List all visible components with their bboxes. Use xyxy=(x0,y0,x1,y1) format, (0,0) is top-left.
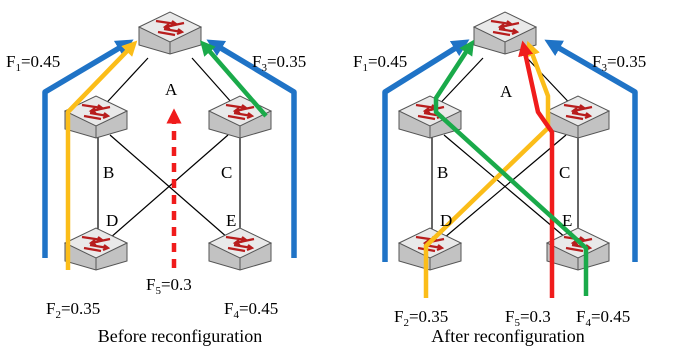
panel-before: A B C D E F1=0.45 F3=0.35 F2=0.35 F5=0.3… xyxy=(6,10,306,346)
node-label-e: E xyxy=(562,211,572,230)
flow-label-f1: F1=0.45 xyxy=(6,52,60,74)
switch-b-icon xyxy=(397,94,463,140)
flow-label-f5: F5=0.3 xyxy=(505,307,551,329)
switch-c-icon xyxy=(207,94,273,140)
node-label-d: D xyxy=(440,211,452,230)
switch-a-icon xyxy=(472,10,538,56)
switch-c-icon xyxy=(545,94,611,140)
switch-e-icon xyxy=(207,226,273,272)
flow-f2-arrow xyxy=(65,40,138,270)
node-label-a: A xyxy=(165,80,178,99)
caption-after: After reconfiguration xyxy=(431,326,584,346)
flow-label-f4: F4=0.45 xyxy=(224,299,278,321)
flow-label-f2: F2=0.35 xyxy=(394,307,448,329)
switch-d-icon xyxy=(397,226,463,272)
flow-f1-arrow xyxy=(42,39,134,258)
flow-f3-arrow xyxy=(199,40,268,118)
switch-e-icon xyxy=(545,226,611,272)
node-label-b: B xyxy=(437,163,448,182)
node-label-c: C xyxy=(221,163,232,182)
node-label-c: C xyxy=(559,163,570,182)
flow-label-f3: F3=0.35 xyxy=(252,52,306,74)
flow-f4-arrow xyxy=(433,39,589,296)
flow-f3-arrow xyxy=(544,39,638,262)
flow-f4-arrow xyxy=(206,39,297,258)
switch-a-icon xyxy=(137,10,203,56)
node-label-e: E xyxy=(226,211,236,230)
flow-label-f5: F5=0.3 xyxy=(146,275,192,297)
caption-before: Before reconfiguration xyxy=(98,326,262,346)
link-c-d xyxy=(109,134,229,239)
link-lines xyxy=(97,57,241,239)
node-label-d: D xyxy=(106,211,118,230)
switch-d-icon xyxy=(63,226,129,272)
flow-label-f2: F2=0.35 xyxy=(46,299,100,321)
flow-label-f3: F3=0.35 xyxy=(592,52,646,74)
node-label-a: A xyxy=(500,82,513,101)
panel-after: A B C D E F1=0.45 F3=0.35 F2=0.35 F5=0.3… xyxy=(353,10,646,346)
flow-f1-arrow xyxy=(382,39,470,262)
flow-label-f1: F1=0.45 xyxy=(353,52,407,74)
node-label-b: B xyxy=(103,163,114,182)
flow-label-f4: F4=0.45 xyxy=(576,307,630,329)
link-c-d xyxy=(443,134,567,239)
